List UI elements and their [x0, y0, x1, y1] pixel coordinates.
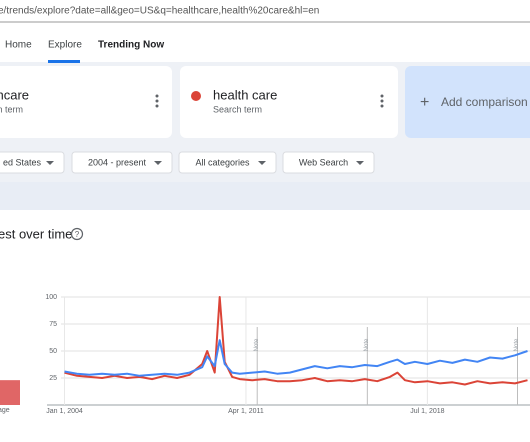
y-tick-label: 50: [49, 348, 57, 355]
tab-indicator: [48, 60, 80, 63]
filter-label[interactable]: 2004 - present: [88, 157, 147, 167]
menu-icons: [155, 94, 384, 108]
term-dot: [191, 91, 201, 101]
tab[interactable]: Home: [5, 40, 32, 51]
filter-label[interactable]: Web Search: [299, 157, 348, 167]
y-tick-label: 100: [45, 294, 57, 301]
filter-chip[interactable]: [178, 151, 277, 174]
x-tick-label: Jan 1, 2004: [46, 408, 83, 415]
term-name[interactable]: health care: [213, 87, 277, 102]
average-bar: [0, 380, 20, 405]
term-subtitle: Search term: [213, 104, 262, 114]
series-line: [64, 296, 528, 386]
term-card[interactable]: [180, 66, 398, 138]
note-label: Note: [364, 338, 370, 351]
tab[interactable]: Explore: [48, 40, 82, 51]
section-title: est over time: [0, 226, 72, 241]
filter-chip[interactable]: [0, 151, 65, 174]
dropdown-arrow: [154, 161, 162, 165]
plus-icon: +: [420, 94, 429, 111]
x-tick-label: Jul 1, 2018: [410, 408, 444, 415]
add-comparison[interactable]: Add comparison: [441, 95, 528, 109]
url: e/trends/explore?date=all&geo=US&q=healt…: [0, 6, 319, 17]
add-comparison-card[interactable]: [405, 66, 530, 138]
lower-band: [0, 182, 530, 210]
dropdown-arrow: [46, 161, 54, 165]
filter-label[interactable]: All categories: [195, 157, 250, 167]
dropdown-arrow: [356, 161, 364, 165]
note-label: Note: [254, 338, 260, 351]
dropdown-arrow: [258, 161, 266, 165]
x-tick-label: Apr 1, 2011: [228, 408, 264, 415]
term-card[interactable]: [0, 66, 172, 138]
average-label: age: [0, 407, 10, 414]
filter-label[interactable]: ed States: [3, 157, 42, 167]
filter-chip[interactable]: [71, 151, 173, 174]
y-tick-label: 75: [49, 321, 57, 328]
term-name[interactable]: lthcare: [0, 87, 29, 102]
filter-chip[interactable]: [282, 151, 375, 174]
series-line: [64, 339, 528, 377]
note-label: Note: [514, 338, 520, 351]
tab[interactable]: Trending Now: [98, 40, 164, 51]
chart-card: [0, 210, 530, 442]
address-bar: [0, 0, 530, 22]
term-subtitle: rch term: [0, 104, 23, 114]
help-icon[interactable]: [70, 227, 84, 241]
help-icon-mark: ?: [75, 230, 80, 239]
y-tick-label: 25: [49, 375, 57, 382]
